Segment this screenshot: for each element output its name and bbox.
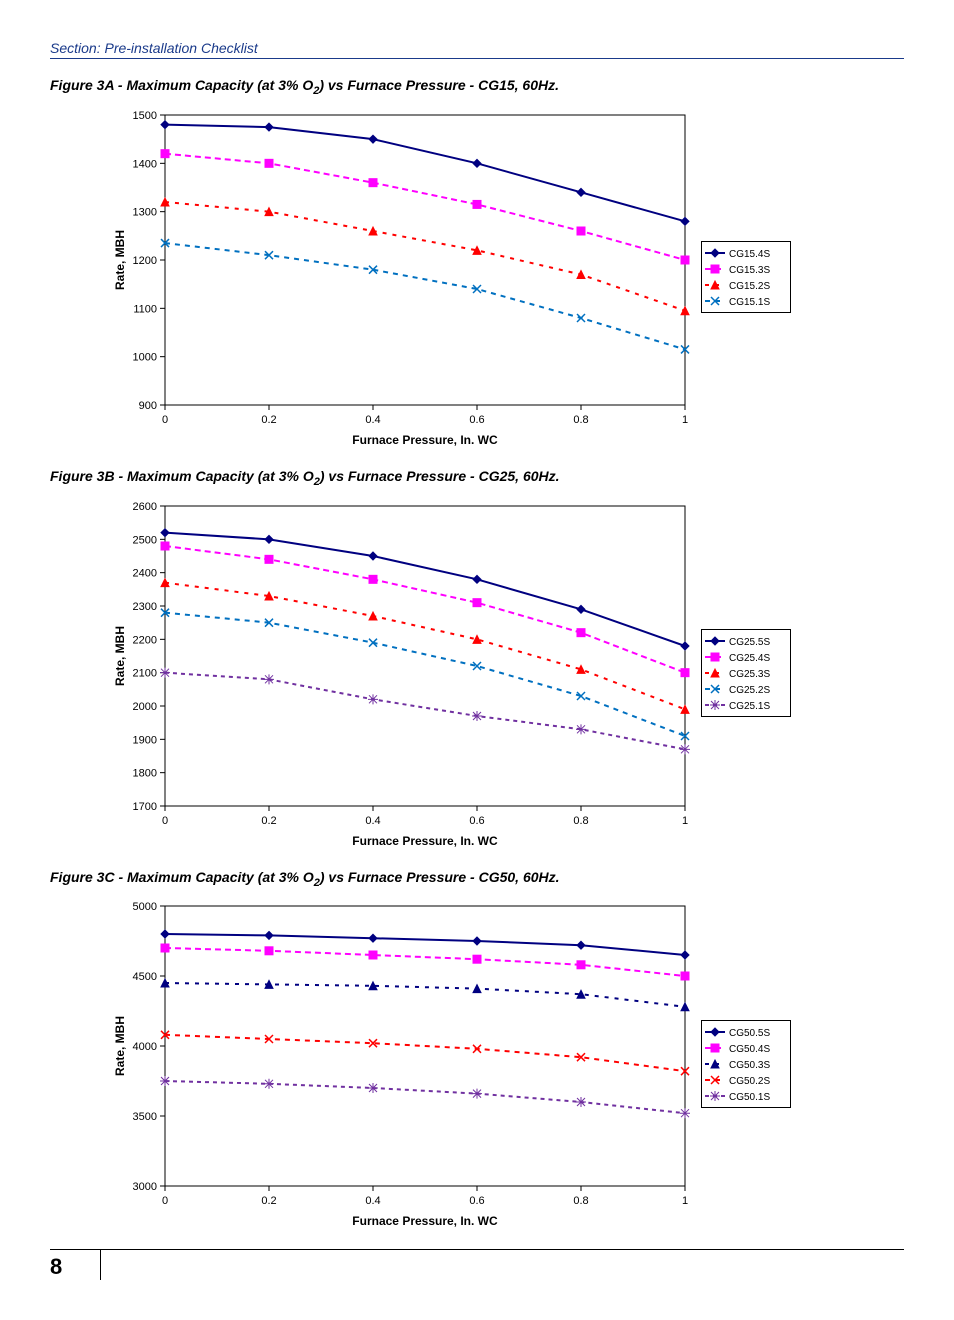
svg-text:1700: 1700	[133, 801, 157, 813]
svg-text:0.4: 0.4	[365, 1195, 380, 1207]
chart-2: 0 0.2 0.4 0.6 0.8 1 3000 3500 4000 4500 5000 Furnac…	[110, 896, 904, 1231]
svg-text:CG15.3S: CG15.3S	[729, 265, 770, 276]
svg-text:0.8: 0.8	[573, 1195, 588, 1207]
svg-text:1: 1	[682, 815, 688, 827]
svg-text:2500: 2500	[133, 534, 157, 546]
svg-text:Furnace Pressure, In. WC: Furnace Pressure, In. WC	[352, 1214, 498, 1228]
svg-text:1900: 1900	[133, 734, 157, 746]
svg-text:CG50.2S: CG50.2S	[729, 1076, 770, 1087]
svg-text:0.6: 0.6	[469, 1195, 484, 1207]
svg-text:Furnace Pressure, In. WC: Furnace Pressure, In. WC	[352, 834, 498, 848]
svg-text:0: 0	[162, 414, 168, 426]
svg-text:0.6: 0.6	[469, 815, 484, 827]
svg-text:CG50.5S: CG50.5S	[729, 1028, 770, 1039]
svg-text:2400: 2400	[133, 567, 157, 579]
svg-text:2600: 2600	[133, 501, 157, 513]
footer-rule	[100, 1249, 904, 1250]
svg-text:1100: 1100	[133, 303, 157, 315]
chart-legend-2: CG50.5S CG50.4S CG50.3S CG50.2S CG50.1S	[695, 1020, 791, 1108]
svg-text:4500: 4500	[133, 971, 157, 983]
svg-text:1000: 1000	[133, 351, 157, 363]
svg-text:CG25.1S: CG25.1S	[729, 701, 770, 712]
svg-text:2000: 2000	[133, 701, 157, 713]
svg-text:2300: 2300	[133, 601, 157, 613]
svg-text:1200: 1200	[133, 255, 157, 267]
figure-caption-0: Figure 3A - Maximum Capacity (at 3% O2) …	[50, 77, 904, 97]
section-header: Section: Pre-installation Checklist	[50, 40, 904, 59]
svg-text:Furnace Pressure, In. WC: Furnace Pressure, In. WC	[352, 433, 498, 447]
chart-legend-0: CG15.4S CG15.3S CG15.2S CG15.1S	[695, 241, 791, 313]
svg-text:CG15.1S: CG15.1S	[729, 297, 770, 308]
svg-text:CG25.2S: CG25.2S	[729, 685, 770, 696]
svg-text:0.2: 0.2	[261, 1195, 276, 1207]
svg-text:1500: 1500	[133, 110, 157, 122]
svg-text:CG25.3S: CG25.3S	[729, 669, 770, 680]
svg-text:CG25.4S: CG25.4S	[729, 653, 770, 664]
svg-text:CG50.4S: CG50.4S	[729, 1044, 770, 1055]
svg-text:0.6: 0.6	[469, 414, 484, 426]
svg-text:3500: 3500	[133, 1111, 157, 1123]
svg-text:0.2: 0.2	[261, 414, 276, 426]
svg-text:CG50.1S: CG50.1S	[729, 1092, 770, 1103]
svg-text:1: 1	[682, 1195, 688, 1207]
svg-text:CG15.4S: CG15.4S	[729, 249, 770, 260]
svg-text:CG15.2S: CG15.2S	[729, 281, 770, 292]
svg-text:0.4: 0.4	[365, 815, 380, 827]
svg-text:Rate, MBH: Rate, MBH	[113, 230, 127, 290]
svg-text:2200: 2200	[133, 634, 157, 646]
figure-caption-2: Figure 3C - Maximum Capacity (at 3% O2) …	[50, 869, 904, 889]
svg-text:2100: 2100	[133, 667, 157, 679]
svg-text:3000: 3000	[133, 1181, 157, 1193]
svg-text:1300: 1300	[133, 206, 157, 218]
svg-text:CG25.5S: CG25.5S	[729, 637, 770, 648]
svg-text:1: 1	[682, 414, 688, 426]
page-number: 8	[50, 1249, 101, 1280]
chart-legend-1: CG25.5S CG25.4S CG25.3S CG25.2S CG25.1S	[695, 629, 791, 717]
figure-caption-1: Figure 3B - Maximum Capacity (at 3% O2) …	[50, 468, 904, 488]
svg-text:900: 900	[139, 400, 157, 412]
svg-text:0.8: 0.8	[573, 414, 588, 426]
svg-text:1800: 1800	[133, 767, 157, 779]
svg-text:0.2: 0.2	[261, 815, 276, 827]
svg-text:Rate, MBH: Rate, MBH	[113, 626, 127, 686]
svg-text:4000: 4000	[133, 1041, 157, 1053]
svg-text:0: 0	[162, 815, 168, 827]
svg-text:0.4: 0.4	[365, 414, 380, 426]
svg-text:5000: 5000	[133, 901, 157, 913]
svg-text:1400: 1400	[133, 158, 157, 170]
svg-text:0: 0	[162, 1195, 168, 1207]
svg-text:0.8: 0.8	[573, 815, 588, 827]
svg-text:CG50.3S: CG50.3S	[729, 1060, 770, 1071]
svg-text:Rate, MBH: Rate, MBH	[113, 1016, 127, 1076]
chart-0: 0 0.2 0.4 0.6 0.8 1 900 1000 1100 1200 1300 1400 150…	[110, 105, 904, 450]
chart-1: 0 0.2 0.4 0.6 0.8 1 1700 1800 1900 2000 2100 2200 23…	[110, 496, 904, 851]
